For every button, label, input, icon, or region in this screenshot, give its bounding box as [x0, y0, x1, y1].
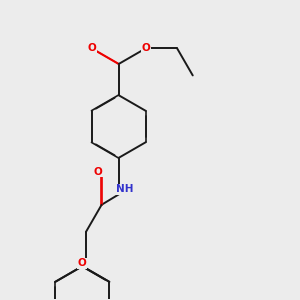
Text: O: O: [87, 43, 96, 53]
Text: NH: NH: [116, 184, 133, 194]
Text: O: O: [78, 258, 87, 268]
Text: O: O: [141, 43, 150, 53]
Text: O: O: [94, 167, 102, 177]
